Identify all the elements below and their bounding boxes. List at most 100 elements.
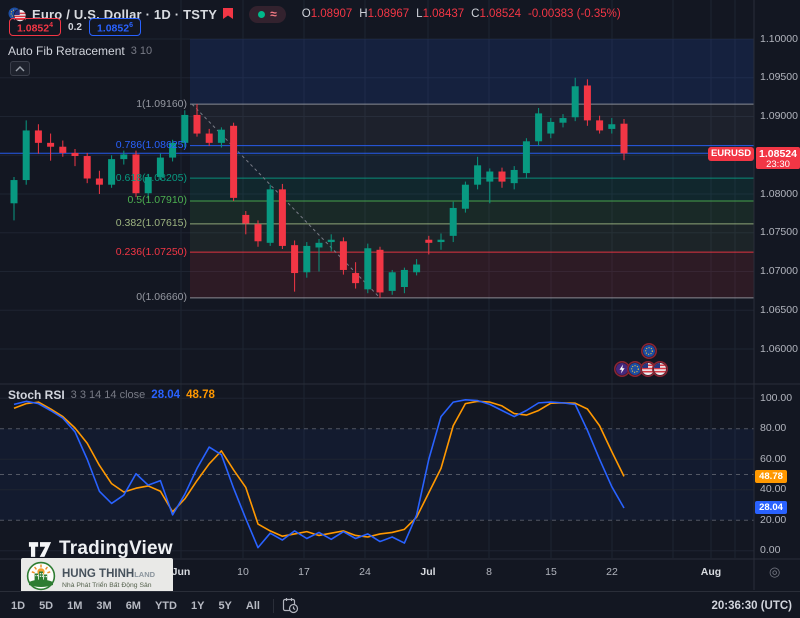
range-button-5y[interactable]: 5Y: [218, 599, 232, 612]
eu-flag-icon[interactable]: [629, 363, 641, 375]
range-button-1m[interactable]: 1M: [67, 599, 83, 612]
indicator-params: 3 10: [130, 45, 153, 57]
candle-body[interactable]: [461, 184, 469, 209]
stoch-d-line[interactable]: [13, 400, 625, 538]
go-to-date-icon[interactable]: [282, 597, 299, 614]
candle-body[interactable]: [181, 114, 189, 143]
candle-body[interactable]: [303, 245, 311, 273]
eu-flag-icon[interactable]: [643, 345, 655, 357]
candle-body[interactable]: [132, 154, 140, 194]
candle-body[interactable]: [364, 248, 372, 290]
candle-body[interactable]: [535, 113, 543, 142]
session-clock[interactable]: 20:36:30 (UTC): [711, 599, 792, 612]
symbol-title[interactable]: Euro / U.S. Dollar · 1D · TSTY: [32, 6, 218, 22]
tradingview-logo-icon: [28, 541, 52, 557]
candle-body[interactable]: [291, 245, 299, 274]
candle-body[interactable]: [315, 242, 323, 248]
eu-stars: [645, 347, 653, 355]
candle-body[interactable]: [413, 264, 421, 273]
range-button-all[interactable]: All: [245, 599, 260, 612]
candle-body[interactable]: [278, 189, 286, 246]
candle-body[interactable]: [169, 142, 177, 158]
candle-body[interactable]: [388, 272, 396, 291]
candle-body[interactable]: [510, 169, 518, 184]
candle-body[interactable]: [108, 159, 116, 185]
stoch-name: Stoch RSI: [8, 388, 65, 402]
candle-body[interactable]: [47, 142, 55, 147]
candle-body[interactable]: [486, 171, 494, 182]
candle-body[interactable]: [193, 114, 201, 134]
candle-body[interactable]: [437, 239, 445, 243]
brand-logo-card: HUNG THINHLAND Nhà Phát Triển Bất Động S…: [21, 558, 173, 594]
sell-button[interactable]: 1.08524: [9, 17, 62, 37]
market-status-pill[interactable]: ≈: [249, 5, 286, 23]
time-axis-label: Jul: [420, 566, 436, 578]
candle-body[interactable]: [425, 239, 433, 243]
range-button-5d[interactable]: 5D: [39, 599, 54, 612]
candle-body[interactable]: [608, 124, 616, 129]
candle-body[interactable]: [95, 178, 103, 185]
price-axis-label: 1.09500: [760, 71, 798, 84]
range-button-ytd[interactable]: YTD: [154, 599, 177, 612]
candle-body[interactable]: [596, 120, 604, 131]
fib-level-label: 1(1.09160): [136, 97, 187, 110]
candle-body[interactable]: [339, 241, 347, 270]
candle-body[interactable]: [10, 180, 18, 204]
us-stripe: [642, 367, 654, 370]
time-axis-label: 22: [606, 566, 618, 578]
candle-body[interactable]: [144, 176, 152, 194]
candle-body[interactable]: [327, 239, 335, 243]
candle-body[interactable]: [230, 125, 238, 198]
candle-body[interactable]: [83, 156, 91, 179]
buy-button[interactable]: 1.08526: [88, 17, 141, 37]
fib-level-label: 0.382(1.07615): [115, 217, 187, 230]
candle-body[interactable]: [400, 269, 408, 287]
range-button-1y[interactable]: 1Y: [190, 599, 205, 612]
candle-body[interactable]: [71, 152, 79, 157]
stoch-rsi-legend[interactable]: Stoch RSI 3 3 14 14 close 28.04 48.78: [8, 388, 215, 402]
stoch-k-line[interactable]: [13, 399, 625, 549]
candle-body[interactable]: [474, 165, 482, 185]
candle-body[interactable]: [254, 224, 262, 242]
indicator-legend[interactable]: Auto Fib Retracement 3 10: [8, 44, 152, 58]
candle-body[interactable]: [59, 146, 67, 153]
symbol-price-tag: EURUSD: [708, 147, 754, 161]
candle-body[interactable]: [559, 118, 567, 123]
candle-body[interactable]: [583, 85, 591, 121]
range-button-6m[interactable]: 6M: [125, 599, 141, 612]
candle-body[interactable]: [571, 86, 579, 118]
candle-body[interactable]: [547, 121, 555, 134]
alert-flag-icon[interactable]: [223, 8, 234, 20]
candle-body[interactable]: [34, 130, 42, 143]
fib-band: [190, 200, 754, 224]
candle-body[interactable]: [22, 130, 30, 181]
brand-suffix: LAND: [134, 569, 156, 579]
candle-body[interactable]: [352, 273, 360, 284]
candle-body[interactable]: [522, 141, 530, 174]
brand-title: HUNG THINH: [62, 567, 135, 580]
fib-band: [190, 223, 754, 253]
chevron-up-icon: [15, 65, 25, 71]
candle-body[interactable]: [449, 207, 457, 236]
candle-body[interactable]: [217, 129, 225, 143]
candle-body[interactable]: [120, 154, 128, 160]
candle-body[interactable]: [498, 171, 506, 182]
candle-body[interactable]: [376, 249, 384, 293]
candle-body[interactable]: [242, 214, 250, 224]
toolbar-divider: [272, 598, 274, 613]
stoch-axis-label: 80.00: [760, 422, 787, 435]
price-axis-bg[interactable]: [755, 0, 800, 618]
candle-body[interactable]: [266, 189, 274, 243]
time-axis-label: Jun: [171, 566, 191, 578]
price-axis-label: 1.08000: [760, 187, 798, 200]
price-axis-label: 1.09000: [760, 110, 798, 122]
scroll-to-realtime-icon[interactable]: ◎: [769, 564, 781, 579]
range-button-1d[interactable]: 1D: [11, 599, 26, 612]
collapse-legend-button[interactable]: [10, 61, 30, 76]
candle-body[interactable]: [620, 123, 628, 154]
candle-body[interactable]: [205, 133, 213, 143]
stoch-axis-label: 40.00: [760, 483, 787, 496]
range-button-3m[interactable]: 3M: [96, 599, 112, 612]
candle-body[interactable]: [156, 157, 164, 177]
